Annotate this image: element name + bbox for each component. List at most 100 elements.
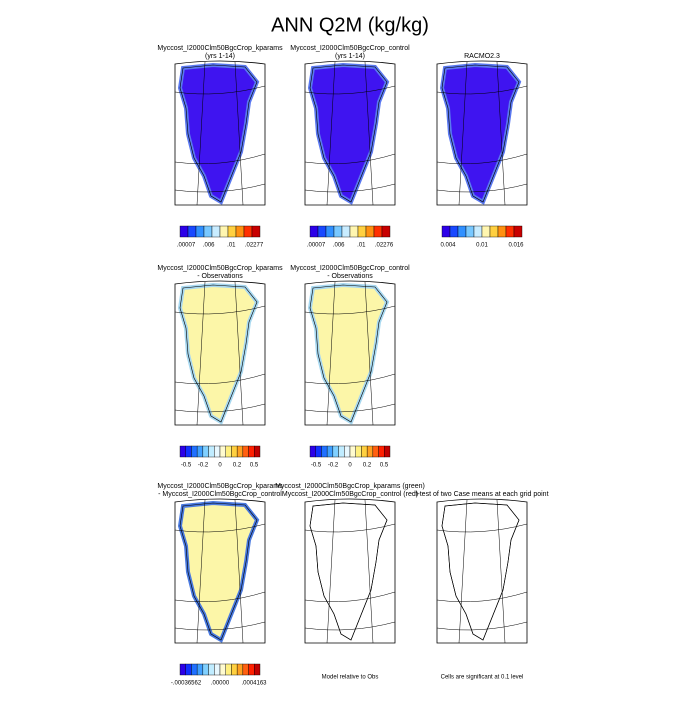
parallel xyxy=(436,85,528,95)
colorbar-swatch xyxy=(208,445,215,458)
panel-title: Myccost_I2000Clm50BgcCrop_control xyxy=(290,45,410,52)
map xyxy=(304,280,396,426)
parallel xyxy=(304,183,396,193)
colorbar-swatch xyxy=(195,225,205,238)
map xyxy=(436,60,528,206)
colorbar-label: 0 xyxy=(348,463,352,469)
colorbar-swatch xyxy=(365,225,375,238)
colorbar-swatch xyxy=(179,663,186,676)
panel-title: (yrs 1-14) xyxy=(335,53,365,60)
colorbar-swatch xyxy=(254,663,261,676)
map xyxy=(174,60,266,206)
colorbar-swatch xyxy=(235,225,245,238)
colorbar-swatch xyxy=(321,445,328,458)
colorbar-swatch xyxy=(227,225,237,238)
figure-title: ANN Q2M (kg/kg) xyxy=(271,14,429,36)
colorbar-swatch xyxy=(317,225,327,238)
panel-note: Cells are significant at 0.1 level xyxy=(441,675,524,681)
parallel xyxy=(174,85,266,95)
colorbar-swatch xyxy=(225,445,232,458)
colorbar-swatch xyxy=(349,445,356,458)
parallel xyxy=(304,403,396,413)
colorbar-swatch xyxy=(489,225,499,238)
meridian xyxy=(364,281,374,426)
colorbar-swatch xyxy=(357,225,367,238)
coastline xyxy=(179,284,258,423)
colorbar-swatch xyxy=(203,225,213,238)
colorbar-swatch xyxy=(191,663,198,676)
coastline xyxy=(179,502,258,641)
colorbar-label: 0.5 xyxy=(380,463,389,469)
colorbar-swatch xyxy=(196,445,204,458)
colorbar-swatch xyxy=(355,445,362,458)
colorbar-swatch xyxy=(349,225,359,238)
meridian xyxy=(458,61,468,206)
colorbar-swatch xyxy=(236,445,244,458)
colorbar-swatch xyxy=(202,663,209,676)
colorbar-label: .01 xyxy=(357,243,366,249)
colorbar-label: -0.2 xyxy=(198,463,209,469)
colorbar-label: 0.01 xyxy=(476,243,488,249)
colorbar-swatch xyxy=(373,225,383,238)
colorbar-swatch xyxy=(449,225,459,238)
parallel xyxy=(436,591,528,603)
colorbar-swatch xyxy=(372,445,379,458)
colorbar-swatch xyxy=(185,445,192,458)
colorbar-label: 0.004 xyxy=(440,243,456,249)
parallel xyxy=(304,621,396,631)
meridian xyxy=(234,281,244,426)
colorbar-swatch xyxy=(231,663,238,676)
panel-title: - Observations xyxy=(327,273,373,280)
parallel xyxy=(304,305,396,315)
map xyxy=(174,498,266,644)
colorbar-label: -.00036562 xyxy=(171,681,202,687)
parallel xyxy=(174,523,266,533)
colorbar-swatch xyxy=(366,445,374,458)
meridian xyxy=(364,61,374,206)
colorbar-swatch xyxy=(309,225,319,238)
colorbar-swatch xyxy=(325,225,335,238)
colorbar-label: .0004163 xyxy=(241,681,267,687)
colorbar-label: 0.2 xyxy=(233,463,242,469)
colorbar-label: .006 xyxy=(203,243,215,249)
colorbar-swatch xyxy=(251,225,261,238)
parallel xyxy=(304,523,396,533)
colorbar-swatch xyxy=(242,445,249,458)
colorbar-swatch xyxy=(332,445,339,458)
colorbar-label: .00000 xyxy=(211,681,230,687)
colorbar-swatch xyxy=(185,663,192,676)
colorbar-swatch xyxy=(513,225,523,238)
colorbar-swatch xyxy=(214,663,221,676)
parallel xyxy=(174,403,266,413)
colorbar-label: .02277 xyxy=(245,243,264,249)
colorbar-swatch xyxy=(473,225,483,238)
colorbar-swatch xyxy=(187,225,197,238)
colorbar-swatch xyxy=(465,225,475,238)
parallel xyxy=(174,153,266,165)
colorbar-label: .02276 xyxy=(375,243,394,249)
colorbar-swatch xyxy=(326,445,334,458)
parallel xyxy=(304,85,396,95)
colorbar-swatch xyxy=(219,225,229,238)
coastline xyxy=(179,64,258,203)
meridian xyxy=(326,61,336,206)
meridian xyxy=(496,61,506,206)
meridian xyxy=(196,499,206,644)
meridian xyxy=(326,499,336,644)
parallel xyxy=(436,153,528,165)
colorbar-swatch xyxy=(381,225,391,238)
panel-title: RACMO2.3 xyxy=(464,53,500,60)
colorbar-swatch xyxy=(341,225,351,238)
parallel xyxy=(304,591,396,603)
panel-title: Myccost_I2000Clm50BgcCrop_kparams (green… xyxy=(275,483,425,490)
parallel xyxy=(304,373,396,385)
colorbar-swatch xyxy=(214,445,221,458)
meridian xyxy=(364,499,374,644)
meridian xyxy=(196,61,206,206)
colorbar-swatch xyxy=(315,445,322,458)
panel-note: Model relative to Obs xyxy=(322,675,379,681)
panel-title: Myccost_I2000Clm50BgcCrop_control (red) xyxy=(282,491,418,498)
colorbar-swatch xyxy=(497,225,507,238)
panel-title: - Observations xyxy=(197,273,243,280)
